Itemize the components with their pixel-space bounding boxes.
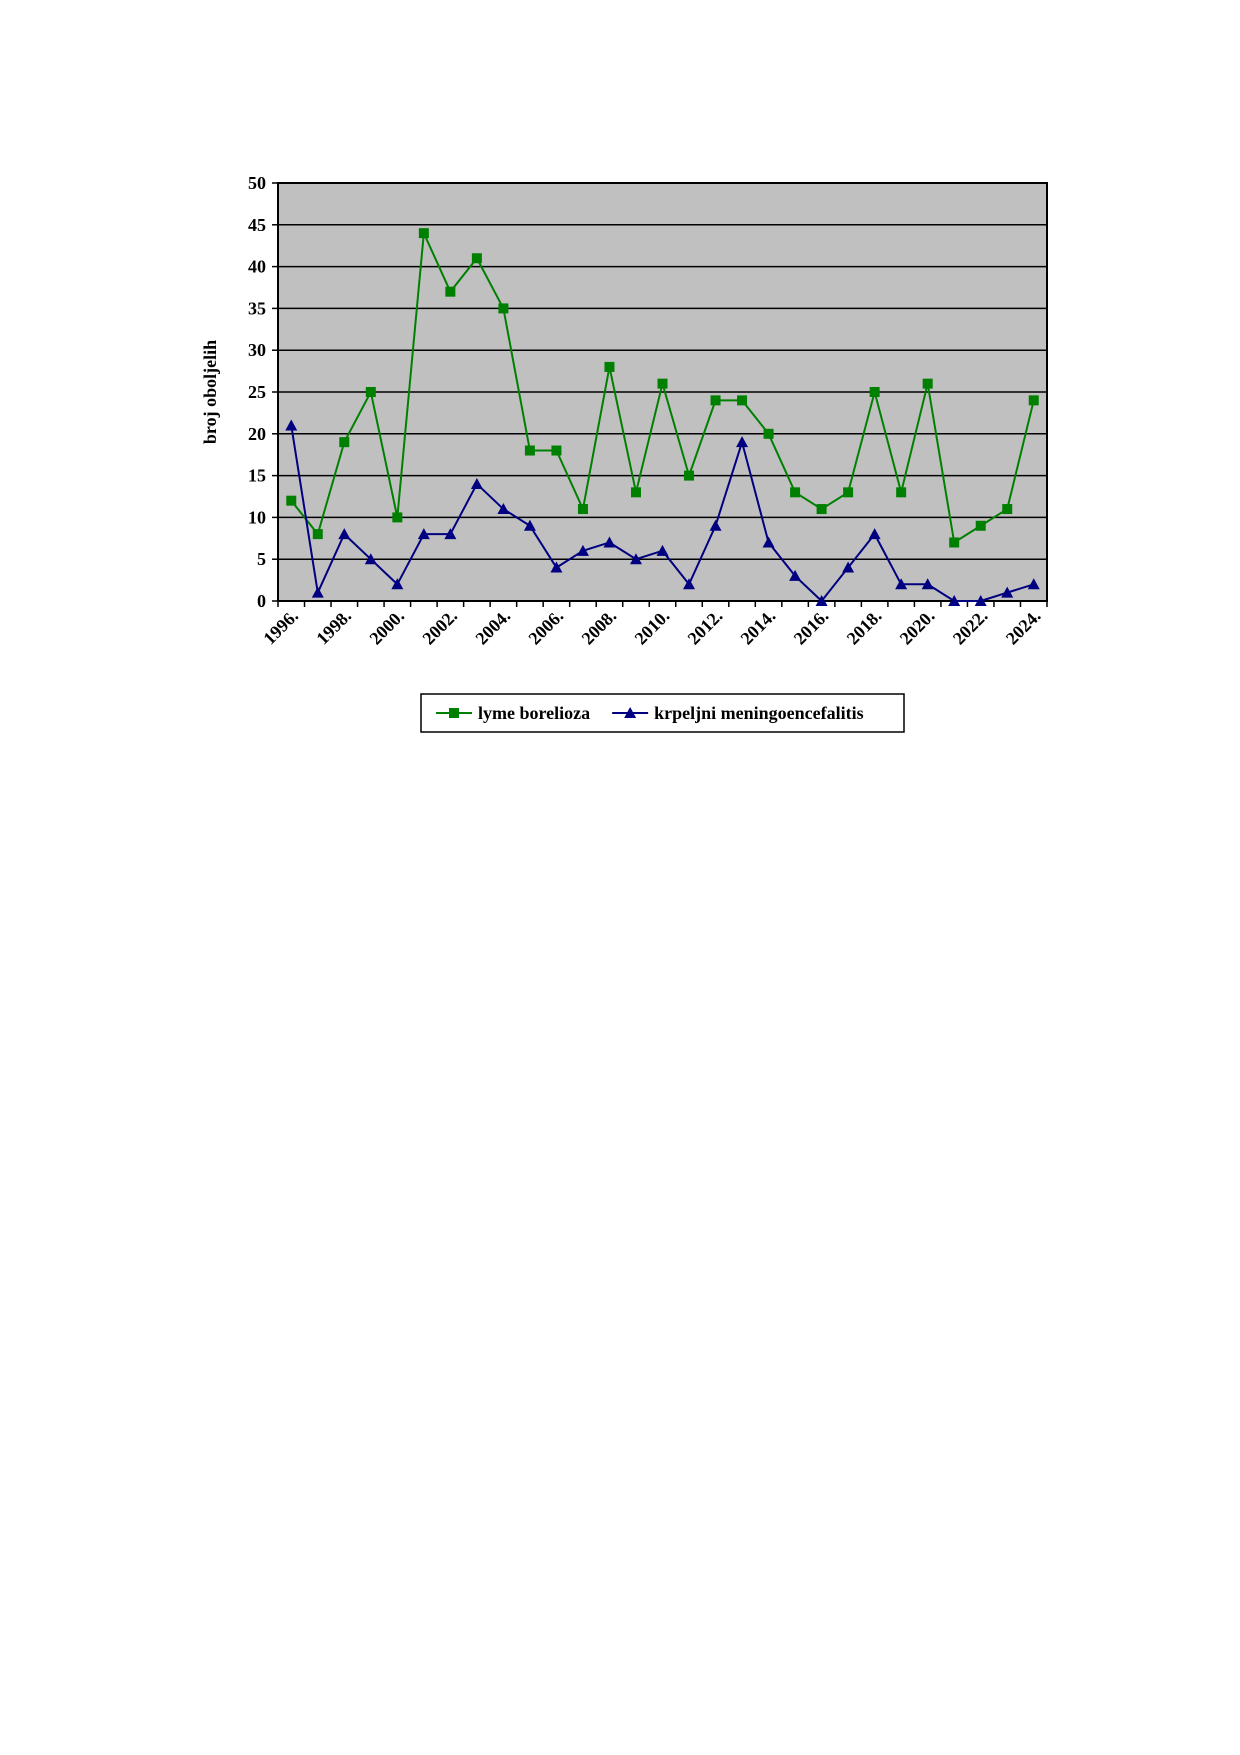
point [524,445,535,456]
x-tick-label: 1996. [259,606,302,649]
point [815,595,828,606]
point [630,487,641,498]
y-tick-label: 5 [257,549,266,569]
point [577,504,588,515]
legend-marker [449,708,459,718]
point [603,536,616,548]
x-tick-label: 2002. [418,606,461,649]
point [523,519,536,531]
point [762,536,775,548]
point [285,419,298,431]
point [471,253,482,264]
point [444,528,457,540]
x-tick-label: 2018. [843,606,886,649]
point [737,395,748,406]
y-tick-label: 45 [248,215,266,235]
y-tick-label: 10 [248,507,266,527]
point [550,561,563,573]
point [286,495,297,506]
legend-label: lyme borelioza [478,703,590,723]
point [629,553,642,565]
legend-label: krpeljni meningoencefalitis [654,703,864,723]
point [684,470,695,481]
point [312,529,323,540]
point [843,487,854,498]
y-axis-label: broj oboljelih [200,340,220,444]
y-tick-label: 35 [248,298,266,318]
point [339,437,350,448]
x-tick-label: 2010. [631,606,674,649]
x-tick-label: 2016. [790,606,833,649]
point [497,503,510,515]
point [895,578,908,590]
point [417,528,430,540]
point [445,286,456,297]
point [736,436,749,448]
point [657,378,668,389]
point [974,595,987,606]
x-tick-label: 2020. [896,606,939,649]
y-tick-label: 30 [248,340,266,360]
point [683,578,696,590]
point [1027,578,1040,590]
x-tick-label: 2014. [737,606,780,649]
x-tick-label: 2022. [949,606,992,649]
point [1001,586,1014,598]
point [604,361,615,372]
point [790,487,801,498]
point [922,378,933,389]
x-tick-label: 2008. [578,606,621,649]
point [311,586,324,598]
point [1028,395,1039,406]
x-tick-label: 2004. [471,606,514,649]
point [391,578,404,590]
point [975,520,986,531]
plot-border [277,182,1048,602]
point [1002,504,1013,515]
legend: lyme borelioza krpeljni meningoencefaliti… [420,693,905,733]
point [418,228,429,239]
point [869,387,880,397]
point [896,487,907,498]
point [365,387,376,397]
y-tick-label: 0 [257,591,266,611]
point [656,544,669,556]
legend-marker [624,707,637,718]
y-tick-label: 40 [248,257,266,277]
point [392,512,403,523]
point [921,578,934,590]
x-tick-label: 2012. [684,606,727,649]
point [868,528,881,540]
point [763,428,774,439]
x-tick-label: 2024. [1002,606,1045,649]
point [949,537,960,548]
point [498,303,509,314]
legend-box [420,693,905,733]
point [576,544,589,556]
point [709,519,722,531]
point [338,528,351,540]
point [710,395,721,406]
y-tick-label: 50 [248,173,266,193]
x-tick-label: 1998. [312,606,355,649]
point [789,569,802,581]
x-tick-label: 2000. [365,606,408,649]
y-tick-label: 20 [248,424,266,444]
point [816,504,827,515]
y-tick-label: 25 [248,382,266,402]
point [364,553,377,565]
point [948,595,961,606]
point [551,445,562,456]
y-tick-label: 15 [248,466,266,486]
x-tick-label: 2006. [524,606,567,649]
point [842,561,855,573]
point [470,477,483,489]
